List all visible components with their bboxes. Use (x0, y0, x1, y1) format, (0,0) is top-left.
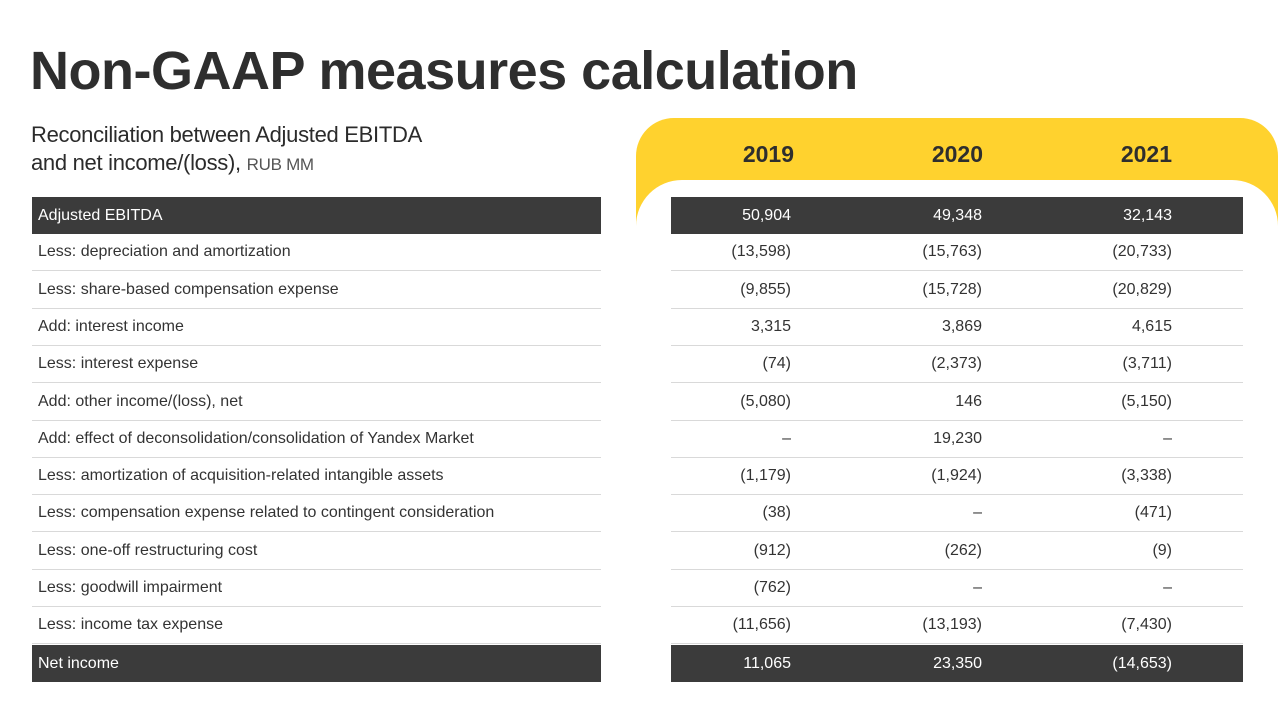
table-row-label: Adjusted EBITDA (32, 197, 601, 234)
values-panel (636, 180, 1278, 710)
row-label: Less: income tax expense (38, 616, 223, 633)
table-row-values: – 19,230 – (671, 421, 1243, 458)
subtitle-line-2: and net income/(loss), (31, 150, 241, 175)
table-row-values: (74) (2,373) (3,711) (671, 346, 1243, 383)
value-cell-2021: (20,829) (1112, 281, 1172, 298)
value-cell-2021: (3,711) (1122, 355, 1172, 372)
value-cell-2021: (5,150) (1121, 393, 1172, 410)
table-row-values: 11,065 23,350 (14,653) (671, 645, 1243, 682)
row-label: Less: compensation expense related to co… (38, 504, 495, 521)
row-label: Add: interest income (38, 318, 184, 335)
value-cell-2021: – (1163, 579, 1172, 596)
table-row-label: Add: other income/(loss), net (32, 384, 601, 421)
year-header-2021: 2021 (1120, 141, 1172, 167)
table-row-values: (11,656) (13,193) (7,430) (671, 607, 1243, 644)
value-cell-2020: 23,350 (933, 654, 982, 672)
row-label: Less: depreciation and amortization (38, 243, 291, 260)
row-label: Adjusted EBITDA (38, 206, 163, 224)
value-cell-2021: (471) (1134, 504, 1172, 521)
year-header-2019: 2019 (742, 141, 794, 167)
value-cell-2021: (20,733) (1112, 243, 1172, 260)
table-row-values: (912) (262) (9) (671, 533, 1243, 570)
table-row-label: Add: effect of deconsolidation/consolida… (32, 421, 601, 458)
table-row-values: 50,904 49,348 32,143 (671, 197, 1243, 234)
value-cell-2020: (13,193) (922, 616, 982, 633)
table-row-values: (38) – (471) (671, 495, 1243, 532)
subtitle-line-1: Reconciliation between Adjusted EBITDA (31, 122, 422, 147)
value-cell-2021: (14,653) (1112, 654, 1172, 672)
value-cell-2019: 50,904 (742, 206, 791, 224)
value-cell-2020: (15,763) (922, 243, 982, 260)
value-cell-2020: (2,373) (931, 355, 982, 372)
value-cell-2019: (74) (762, 355, 791, 372)
value-cell-2019: (762) (753, 579, 791, 596)
row-label: Less: interest expense (38, 355, 199, 372)
table-row-values: (762) – – (671, 570, 1243, 607)
row-label: Less: amortization of acquisition-relate… (38, 467, 444, 484)
table-row-values: 3,315 3,869 4,615 (671, 309, 1243, 346)
value-cell-2019: (1,179) (740, 467, 791, 484)
year-header-2020: 2020 (931, 141, 983, 167)
value-cell-2019: (13,598) (731, 243, 791, 260)
table-row-values: (9,855) (15,728) (20,829) (671, 272, 1243, 309)
value-cell-2021: (3,338) (1121, 467, 1172, 484)
value-cell-2020: – (973, 579, 982, 596)
table-subtitle: Reconciliation between Adjusted EBITDA a… (31, 121, 422, 179)
row-label: Less: share-based compensation expense (38, 281, 339, 298)
row-label: Less: one-off restructuring cost (38, 542, 258, 559)
table-row-values: (1,179) (1,924) (3,338) (671, 458, 1243, 495)
value-cell-2019: – (782, 430, 791, 447)
value-cell-2020: 146 (955, 393, 982, 410)
row-label: Add: effect of deconsolidation/consolida… (38, 430, 474, 447)
row-label: Net income (38, 654, 119, 672)
value-cell-2019: (38) (762, 504, 791, 521)
row-label: Less: goodwill impairment (38, 579, 223, 596)
subtitle-unit: RUB MM (246, 155, 314, 174)
value-cell-2020: (1,924) (931, 467, 982, 484)
value-cell-2021: (7,430) (1121, 616, 1172, 633)
table-row-values: (13,598) (15,763) (20,733) (671, 234, 1243, 271)
value-cell-2020: – (973, 504, 982, 521)
table-row-label: Less: amortization of acquisition-relate… (32, 458, 601, 495)
value-cell-2020: 3,869 (941, 318, 982, 335)
table-row-label: Less: share-based compensation expense (32, 272, 601, 309)
value-cell-2021: 32,143 (1123, 206, 1172, 224)
value-cell-2020: 19,230 (933, 430, 982, 447)
value-cell-2021: (9) (1152, 542, 1172, 559)
value-cell-2019: (912) (753, 542, 791, 559)
page-title: Non-GAAP measures calculation (30, 41, 858, 101)
value-cell-2021: 4,615 (1131, 318, 1172, 335)
value-cell-2020: (262) (944, 542, 982, 559)
value-cell-2019: (5,080) (740, 393, 791, 410)
value-cell-2019: (11,656) (732, 616, 791, 633)
table-row-label: Less: compensation expense related to co… (32, 495, 601, 532)
value-cell-2020: (15,728) (922, 281, 982, 298)
value-cell-2020: 49,348 (933, 206, 982, 224)
table-row-label: Less: interest expense (32, 346, 601, 383)
table-row-label: Less: depreciation and amortization (32, 234, 601, 271)
table-row-label: Less: goodwill impairment (32, 570, 601, 607)
table-row-values: (5,080) 146 (5,150) (671, 384, 1243, 421)
table-row-label: Less: income tax expense (32, 607, 601, 644)
table-row-label: Add: interest income (32, 309, 601, 346)
table-row-label: Less: one-off restructuring cost (32, 533, 601, 570)
value-cell-2021: – (1163, 430, 1172, 447)
row-label: Add: other income/(loss), net (38, 393, 243, 410)
value-cell-2019: 11,065 (743, 654, 791, 672)
value-cell-2019: (9,855) (740, 281, 791, 298)
table-row-label: Net income (32, 645, 601, 682)
value-cell-2019: 3,315 (750, 318, 791, 335)
